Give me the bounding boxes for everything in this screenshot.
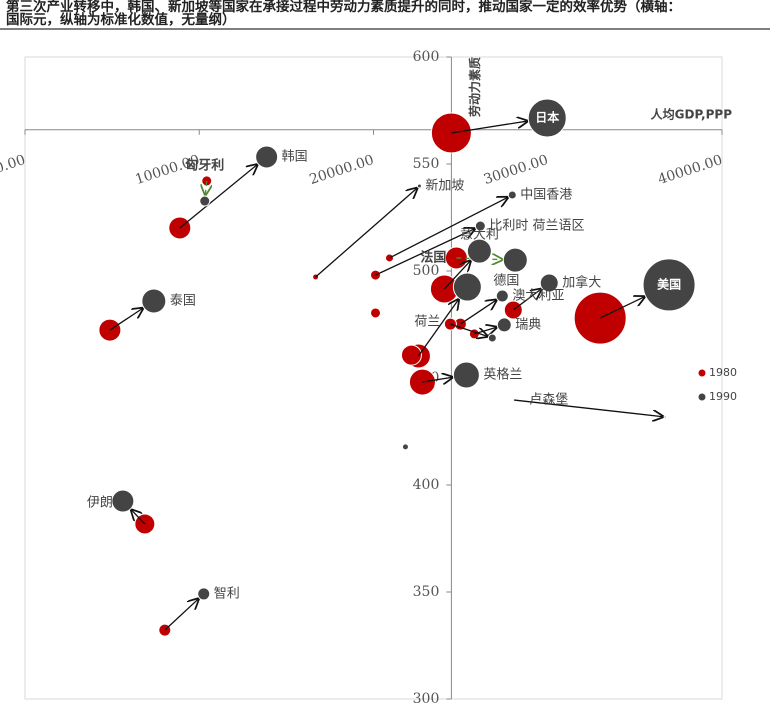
bubble — [466, 238, 492, 264]
y-tick-label: 500 — [413, 263, 440, 279]
bubble — [495, 289, 509, 303]
country-label: 比利时 荷兰语区 — [489, 219, 584, 234]
x-tick-label: 20000.00 — [307, 152, 375, 188]
arrow — [512, 289, 541, 311]
legend-swatch — [698, 369, 706, 377]
arrow — [451, 121, 527, 134]
arrow — [205, 180, 206, 195]
arrow — [422, 377, 452, 382]
bubble — [452, 361, 480, 389]
y-tick-label: 600 — [413, 49, 440, 65]
bubble — [507, 190, 517, 200]
x-axis-title: 人均GDP,PPP — [651, 106, 733, 121]
country-label: 中国香港 — [520, 188, 572, 203]
bubble — [255, 145, 279, 169]
arrow — [389, 197, 507, 259]
bubble — [539, 273, 559, 293]
country-label: 加拿大 — [562, 274, 601, 290]
country-label: 日本 — [535, 109, 559, 124]
country-label: 新加坡 — [425, 178, 464, 194]
bubble — [502, 247, 528, 273]
chart-title: 国际元，纵轴为标准化数值，无量纲） — [6, 11, 236, 28]
arrow — [474, 327, 496, 334]
bubble — [400, 344, 422, 366]
country-label: 意大利 — [460, 227, 499, 243]
bubble — [496, 317, 512, 333]
country-label: 匈牙利 — [185, 157, 224, 173]
legend-label: 1990 — [709, 390, 737, 403]
bubble — [197, 587, 211, 601]
bubble — [642, 258, 696, 312]
bubble — [474, 220, 486, 232]
arrow — [109, 308, 143, 331]
plot-area — [24, 56, 723, 700]
country-label: 卢森堡 — [529, 392, 568, 408]
bubble — [111, 489, 135, 513]
country-label: 泰国 — [170, 293, 196, 308]
legend-swatch — [698, 393, 706, 401]
arrow — [460, 300, 496, 325]
arrow — [375, 229, 475, 276]
y-tick-label: 400 — [413, 477, 440, 493]
country-label: 荷兰 — [414, 315, 440, 330]
country-label: 德国 — [493, 274, 519, 289]
arrow — [450, 323, 487, 336]
arrow — [315, 188, 418, 278]
y-tick-label: 550 — [413, 156, 440, 172]
arrow — [179, 165, 258, 229]
arrow — [443, 261, 470, 290]
y-tick-label: 350 — [413, 584, 440, 600]
bubble — [199, 195, 211, 207]
bubble — [663, 415, 667, 419]
bubble — [141, 288, 167, 314]
country-label: 伊朗 — [87, 496, 113, 511]
chart-title: 第三次产业转移中，韩国、新加坡等国家在承接过程中劳动力素质提升的同时，推动国家一… — [6, 0, 681, 15]
bubble — [487, 333, 497, 343]
country-label: 美国 — [657, 276, 681, 291]
country-label: 韩国 — [282, 149, 308, 164]
x-tick-label: 30000.00 — [482, 152, 550, 188]
y-tick-label: 300 — [413, 691, 440, 707]
bubble — [527, 98, 567, 138]
arrow — [164, 599, 199, 631]
bubble — [401, 443, 409, 451]
country-label: 澳大利亚 — [512, 288, 564, 304]
bubble — [370, 307, 382, 319]
x-tick-label: 0.00 — [0, 152, 27, 177]
country-label: 英格兰 — [483, 367, 522, 383]
y-axis-title: 劳动力素质 — [467, 57, 482, 117]
bubble — [452, 272, 482, 302]
country-label: 瑞典 — [515, 317, 541, 332]
arrow — [417, 299, 458, 357]
bubble — [416, 183, 422, 189]
arrow — [514, 399, 663, 417]
arrow — [131, 510, 146, 525]
arrow — [599, 297, 645, 319]
legend-label: 1980 — [709, 366, 737, 379]
country-label: 法国 — [420, 249, 446, 265]
country-label: 智利 — [214, 586, 240, 601]
x-tick-label: 40000.00 — [656, 152, 724, 188]
